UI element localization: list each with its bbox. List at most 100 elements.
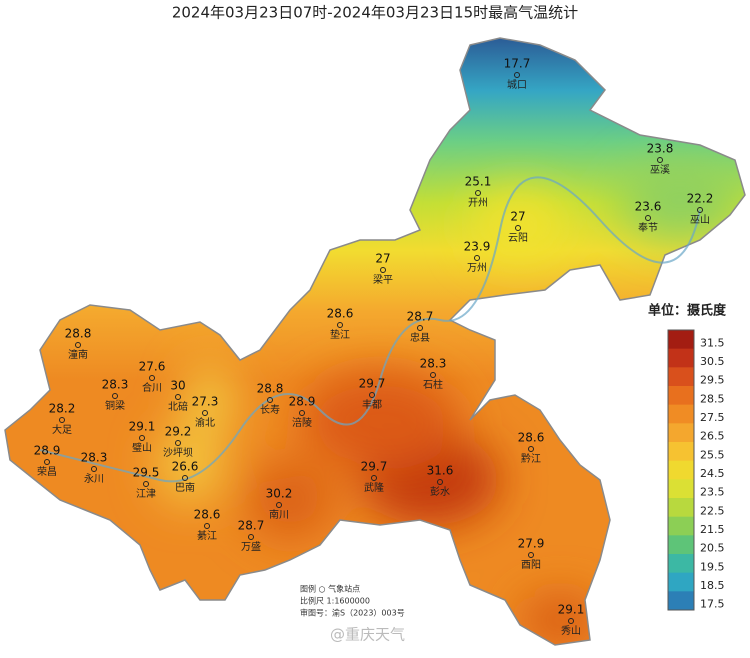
station-name: 大足 [52, 423, 72, 436]
station-dot [91, 466, 97, 472]
station-name: 沙坪坝 [163, 446, 193, 459]
title: 2024年03月23日07时-2024年03月23日15时最高气温统计 [172, 4, 578, 22]
legend-swatch [668, 367, 694, 387]
legend-label: 27.5 [700, 411, 725, 424]
legend-swatch [668, 330, 694, 350]
station-dot [75, 342, 81, 348]
legend-label: 29.5 [700, 374, 725, 387]
station-name: 石柱 [423, 378, 443, 391]
station-dot [139, 435, 145, 441]
station-dot [528, 552, 534, 558]
station-dot [276, 502, 282, 508]
legend-swatch [668, 348, 694, 368]
station-dot [437, 479, 443, 485]
station-value: 28.6 [327, 307, 354, 321]
station-name: 城口 [507, 79, 527, 91]
station-name: 梁平 [373, 273, 393, 286]
station-name: 北碚 [168, 400, 188, 413]
station-value: 23.9 [464, 240, 491, 254]
station-dot [514, 72, 520, 78]
legend-title: 单位：摄氏度 [648, 303, 727, 319]
station-name: 奉节 [638, 221, 658, 234]
station-value: 30.2 [266, 487, 293, 501]
station-value: 29.5 [133, 466, 160, 480]
station-value: 28.3 [102, 378, 129, 392]
station-name: 彭水 [430, 485, 450, 498]
station-value: 25.1 [465, 175, 492, 189]
station-name: 开州 [468, 197, 488, 209]
station-name: 巴南 [175, 481, 195, 494]
station-value: 23.8 [647, 142, 674, 156]
station-name: 垫江 [330, 328, 350, 341]
station-value: 28.6 [194, 508, 221, 522]
legend-swatch [668, 479, 694, 499]
approval-note: 审图号：渝S（2023）003号 [300, 608, 405, 618]
legend-label: 20.5 [700, 542, 725, 555]
station-value: 28.3 [81, 451, 108, 465]
station-value: 28.7 [407, 310, 434, 324]
station-dot [299, 410, 305, 416]
station-dot [515, 225, 521, 231]
legend-label: 26.5 [700, 430, 725, 443]
legend-label: 28.5 [700, 392, 725, 405]
station-dot [475, 190, 481, 196]
station-name: 渝北 [195, 416, 215, 429]
station-value: 27 [375, 252, 390, 266]
station-value: 28.9 [289, 395, 316, 409]
station-value: 28.8 [257, 382, 284, 396]
station-value: 29.1 [129, 420, 156, 434]
station-dot [267, 397, 273, 403]
legend-swatch [668, 498, 694, 518]
station-dot [143, 481, 149, 487]
station-name: 綦江 [197, 529, 217, 542]
station-name: 长寿 [260, 403, 280, 416]
station-dot [528, 446, 534, 452]
station-name: 秀山 [561, 625, 581, 637]
station-value: 27.9 [518, 537, 545, 551]
station-dot [371, 475, 377, 481]
station-name: 巫溪 [650, 164, 670, 176]
station-dot [248, 534, 254, 540]
legend-label: 23.5 [700, 486, 725, 499]
legend-label: 31.5 [700, 336, 725, 349]
station-value: 29.1 [558, 603, 585, 617]
station-name: 忠县 [410, 332, 430, 344]
station-dot [697, 207, 703, 213]
station-value: 28.7 [238, 519, 265, 533]
station-value: 23.6 [635, 200, 662, 214]
station-name: 丰都 [362, 398, 382, 411]
station-dot [202, 410, 208, 416]
legend-swatch [668, 460, 694, 480]
station-dot [175, 394, 181, 400]
station-name: 合川 [142, 381, 162, 394]
station-dot [112, 393, 118, 399]
legend-swatch [668, 442, 694, 462]
station-value: 29.7 [361, 460, 388, 474]
station-name: 黔江 [521, 452, 541, 465]
legend-label: 21.5 [700, 523, 725, 536]
station-value: 30 [170, 379, 185, 393]
legend-swatch [668, 516, 694, 536]
station-value: 26.6 [172, 460, 199, 474]
station-dot [182, 475, 188, 481]
legend-frame [667, 329, 695, 611]
watermark: @重庆天气 [330, 626, 405, 644]
legend-label: 24.5 [700, 467, 725, 480]
legend-swatch [668, 554, 694, 574]
station-name: 璧山 [132, 441, 152, 454]
station-dot [44, 459, 50, 465]
legend-swatch [668, 423, 694, 443]
station-dot [417, 325, 423, 331]
station-name: 巫山 [690, 214, 710, 226]
station-dot [337, 322, 343, 328]
station-value: 28.9 [34, 444, 61, 458]
station-value: 31.6 [427, 464, 454, 478]
river [39, 176, 701, 483]
station-dot [474, 255, 480, 261]
station-name: 万盛 [241, 540, 261, 553]
station-name: 潼南 [68, 348, 88, 361]
legend-swatch [668, 386, 694, 406]
legend-label: 22.5 [700, 504, 725, 517]
station-dot [149, 375, 155, 381]
station-dot [568, 618, 574, 624]
